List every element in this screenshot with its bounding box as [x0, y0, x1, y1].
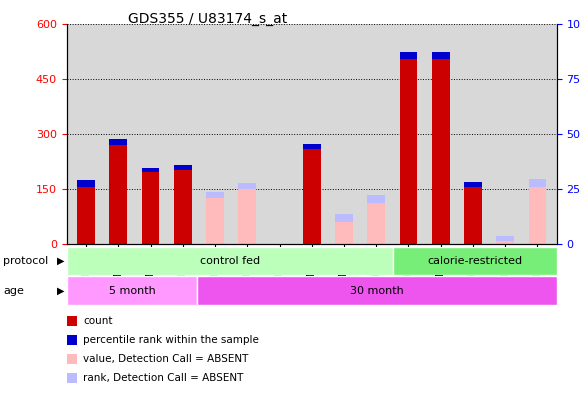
Bar [303, 143, 321, 149]
Text: count: count [83, 316, 113, 326]
Bar [110, 145, 127, 244]
Bar [77, 187, 95, 244]
Bar [400, 52, 418, 59]
Bar [335, 214, 353, 221]
Bar [464, 183, 482, 187]
Bar [335, 221, 353, 244]
Text: 5 month: 5 month [108, 286, 155, 296]
Text: ▶: ▶ [57, 256, 64, 266]
Text: rank, Detection Call = ABSENT: rank, Detection Call = ABSENT [83, 373, 244, 383]
Bar [142, 172, 160, 244]
Bar [67, 247, 393, 275]
Text: 30 month: 30 month [350, 286, 404, 296]
Bar [206, 192, 224, 198]
Text: percentile rank within the sample: percentile rank within the sample [83, 335, 259, 345]
Bar [464, 187, 482, 244]
Text: age: age [3, 286, 24, 296]
Text: protocol: protocol [3, 256, 48, 266]
Bar [197, 276, 557, 305]
Text: ▶: ▶ [57, 286, 64, 296]
Bar [367, 203, 385, 244]
Bar [238, 183, 256, 188]
Bar [528, 179, 546, 187]
Text: control fed: control fed [200, 256, 260, 266]
Bar [142, 168, 160, 172]
Bar [496, 241, 514, 244]
Bar [174, 165, 191, 170]
Bar [67, 276, 197, 305]
Bar [206, 198, 224, 244]
Bar [400, 59, 418, 244]
Bar [367, 195, 385, 203]
Bar [432, 52, 450, 59]
Bar [77, 180, 95, 187]
Bar [110, 139, 127, 145]
Text: GDS355 / U83174_s_at: GDS355 / U83174_s_at [128, 12, 287, 26]
Bar [238, 188, 256, 244]
Bar [432, 59, 450, 244]
Bar [528, 187, 546, 244]
Bar [496, 236, 514, 241]
Bar [393, 247, 557, 275]
Bar [303, 149, 321, 244]
Text: value, Detection Call = ABSENT: value, Detection Call = ABSENT [83, 354, 248, 364]
Bar [174, 170, 191, 244]
Text: calorie-restricted: calorie-restricted [427, 256, 523, 266]
